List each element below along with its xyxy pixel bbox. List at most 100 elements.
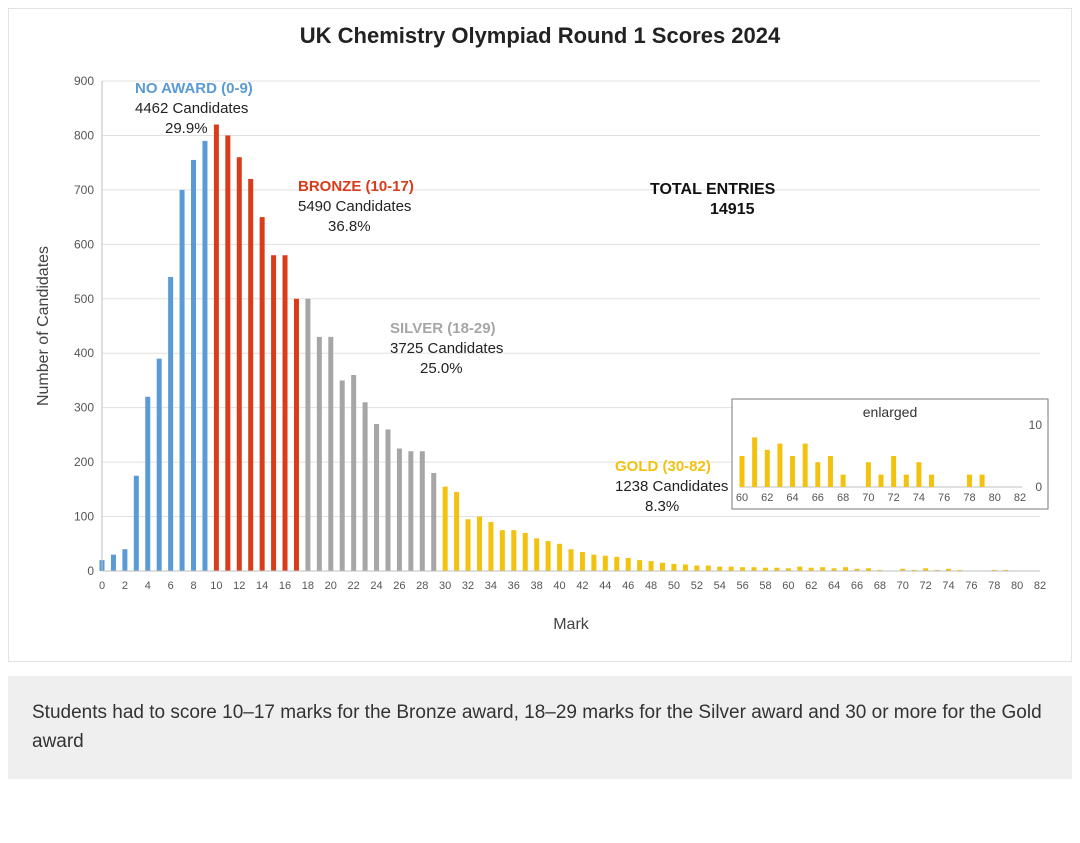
svg-text:32: 32: [462, 580, 474, 592]
chart-card: UK Chemistry Olympiad Round 1 Scores 202…: [8, 8, 1072, 662]
histogram-svg: 0100200300400500600700800900024681012141…: [20, 51, 1060, 651]
bar: [202, 141, 207, 571]
svg-text:60: 60: [782, 580, 794, 592]
bar: [557, 544, 562, 571]
svg-text:0: 0: [1035, 480, 1042, 494]
bar: [168, 277, 173, 571]
bar: [843, 567, 848, 571]
inset-bar: [740, 456, 745, 487]
inset-bar: [841, 475, 846, 487]
svg-text:78: 78: [988, 580, 1000, 592]
inset-bar: [967, 475, 972, 487]
bar: [374, 424, 379, 571]
bar: [385, 429, 390, 571]
inset-bar: [765, 450, 770, 487]
svg-text:56: 56: [736, 580, 748, 592]
bar: [649, 561, 654, 571]
svg-text:66: 66: [812, 492, 824, 504]
svg-text:5490 Candidates: 5490 Candidates: [298, 198, 411, 215]
svg-text:50: 50: [668, 580, 680, 592]
svg-text:800: 800: [74, 128, 94, 142]
svg-text:500: 500: [74, 292, 94, 306]
svg-text:52: 52: [691, 580, 703, 592]
svg-text:46: 46: [622, 580, 634, 592]
svg-text:24: 24: [370, 580, 382, 592]
bar: [466, 519, 471, 571]
svg-text:80: 80: [1011, 580, 1023, 592]
bar: [580, 552, 585, 571]
svg-text:36.8%: 36.8%: [328, 218, 371, 235]
inset-bar: [790, 456, 795, 487]
svg-text:0: 0: [99, 580, 105, 592]
svg-text:Mark: Mark: [553, 616, 590, 633]
bar: [260, 217, 265, 571]
svg-text:60: 60: [736, 492, 748, 504]
inset-bar: [752, 437, 757, 487]
svg-text:GOLD (30-82): GOLD (30-82): [615, 458, 711, 475]
svg-text:4462 Candidates: 4462 Candidates: [135, 100, 248, 117]
svg-text:28: 28: [416, 580, 428, 592]
svg-text:74: 74: [913, 492, 925, 504]
bar: [305, 299, 310, 571]
bar: [443, 487, 448, 571]
inset-bar: [866, 462, 871, 487]
bar: [477, 517, 482, 571]
svg-text:0: 0: [87, 564, 94, 578]
bar: [706, 566, 711, 571]
inset-bar: [904, 475, 909, 487]
bar: [351, 375, 356, 571]
svg-text:34: 34: [485, 580, 497, 592]
bar: [500, 530, 505, 571]
svg-text:100: 100: [74, 510, 94, 524]
caption-text: Students had to score 10–17 marks for th…: [32, 702, 1042, 752]
inset-bar: [828, 456, 833, 487]
bar: [397, 449, 402, 572]
svg-text:22: 22: [348, 580, 360, 592]
bar: [111, 555, 116, 571]
svg-text:72: 72: [919, 580, 931, 592]
bar: [523, 533, 528, 571]
bar: [637, 560, 642, 571]
svg-text:Number of Candidates: Number of Candidates: [35, 246, 52, 406]
bar: [752, 567, 757, 571]
bar: [591, 555, 596, 571]
svg-text:68: 68: [837, 492, 849, 504]
bar: [683, 564, 688, 571]
inset-bar: [916, 462, 921, 487]
svg-text:82: 82: [1034, 580, 1046, 592]
bar: [694, 566, 699, 571]
bar: [729, 567, 734, 571]
svg-text:400: 400: [74, 346, 94, 360]
svg-text:76: 76: [965, 580, 977, 592]
svg-text:4: 4: [145, 580, 151, 592]
bar: [454, 492, 459, 571]
bar: [603, 556, 608, 571]
svg-text:68: 68: [874, 580, 886, 592]
bar: [740, 567, 745, 571]
inset-bar: [891, 456, 896, 487]
bar: [225, 135, 230, 571]
inset-bar: [980, 475, 985, 487]
svg-text:18: 18: [302, 580, 314, 592]
bar: [488, 522, 493, 571]
svg-text:76: 76: [938, 492, 950, 504]
svg-text:74: 74: [942, 580, 954, 592]
bar: [191, 160, 196, 571]
svg-text:2: 2: [122, 580, 128, 592]
bar: [626, 558, 631, 571]
bar: [271, 255, 276, 571]
inset-bar: [815, 462, 820, 487]
svg-text:enlarged: enlarged: [863, 404, 918, 420]
svg-text:8.3%: 8.3%: [645, 498, 679, 515]
svg-text:26: 26: [393, 580, 405, 592]
bar: [534, 538, 539, 571]
inset-bar: [929, 475, 934, 487]
bar: [717, 567, 722, 571]
bar: [820, 567, 825, 571]
svg-text:42: 42: [576, 580, 588, 592]
bar: [546, 541, 551, 571]
svg-text:70: 70: [897, 580, 909, 592]
svg-text:NO AWARD (0-9): NO AWARD (0-9): [135, 80, 253, 97]
svg-text:TOTAL ENTRIES: TOTAL ENTRIES: [650, 181, 776, 198]
svg-text:300: 300: [74, 401, 94, 415]
